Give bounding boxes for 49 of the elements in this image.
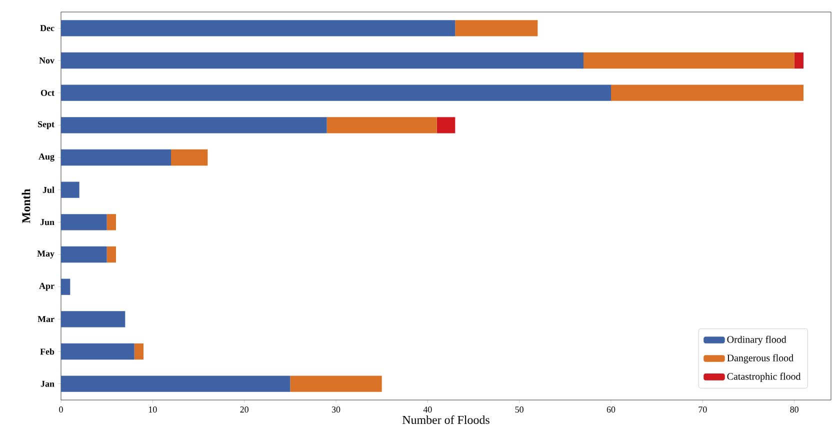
bar	[61, 278, 70, 295]
x-tick-label: 50	[515, 406, 524, 413]
y-tick-label: May	[37, 250, 54, 258]
bar	[61, 214, 107, 230]
bar	[794, 52, 804, 69]
bar	[290, 376, 382, 392]
bar	[134, 343, 144, 360]
x-tick-label: 80	[790, 406, 798, 413]
bar	[611, 84, 804, 101]
bar	[61, 343, 134, 360]
bar	[61, 84, 611, 101]
bar	[171, 149, 208, 166]
bar	[106, 246, 116, 263]
bar	[436, 117, 456, 134]
bar	[106, 214, 116, 230]
x-tick-label: 30	[332, 406, 340, 413]
bar	[584, 52, 794, 69]
y-tick-label: Oct	[40, 90, 54, 96]
y-tick-label: Aug	[38, 154, 54, 162]
y-tick-label: Jun	[40, 219, 54, 226]
bar	[61, 149, 171, 166]
x-tick-label: 70	[698, 406, 707, 413]
bar	[61, 117, 327, 134]
y-tick-label: Apr	[39, 282, 54, 291]
y-tick-label: Jul	[42, 186, 54, 193]
x-axis-title: Number of Floods	[402, 415, 490, 424]
bar	[61, 246, 107, 263]
bar	[61, 376, 290, 392]
legend-label: Catastrophic flood	[727, 372, 801, 382]
bar	[61, 52, 584, 69]
bar	[61, 311, 126, 328]
y-tick-label: Feb	[40, 348, 54, 355]
bar	[61, 182, 80, 198]
y-axis-title: Month	[22, 188, 30, 224]
x-tick-label: 10	[148, 406, 157, 413]
bar	[455, 20, 538, 36]
y-tick-label: Jan	[40, 380, 54, 387]
y-tick-label: Sept	[38, 121, 54, 130]
bar	[326, 117, 437, 134]
legend-label: Dangerous flood	[727, 354, 794, 364]
y-tick-label: Mar	[38, 316, 54, 322]
x-tick-label: 60	[606, 406, 616, 413]
x-tick-label: 0	[59, 406, 63, 413]
bar	[61, 20, 456, 36]
x-tick-label: 40	[423, 406, 432, 413]
y-tick-label: Nov	[39, 58, 54, 64]
legend-label: Ordinary flood	[727, 336, 786, 345]
y-tick-label: Dec	[40, 25, 54, 32]
x-tick-label: 20	[240, 406, 248, 413]
